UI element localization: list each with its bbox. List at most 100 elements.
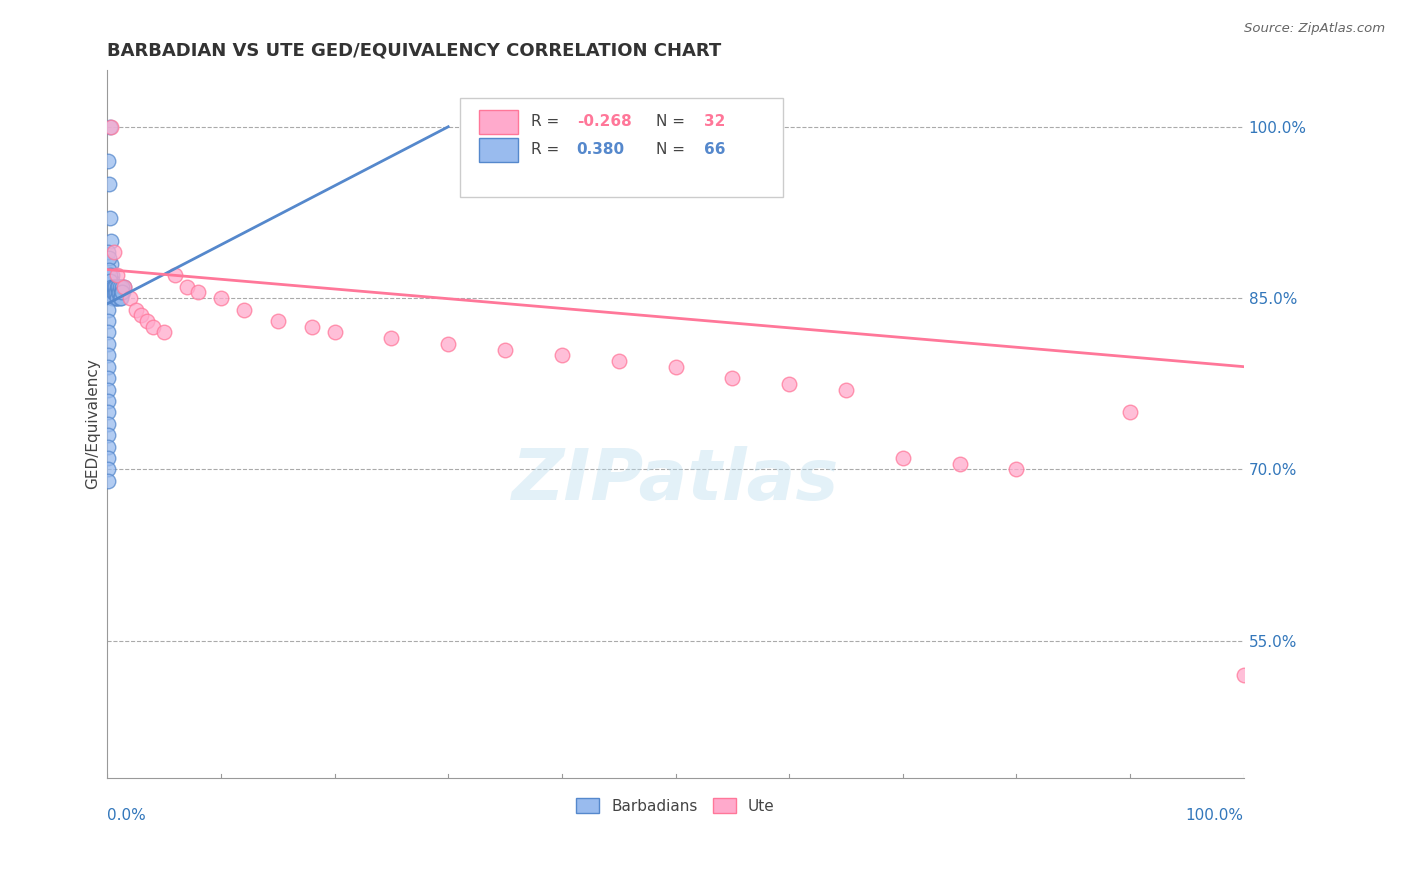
Point [97, 314, 120, 328]
Point [107, 285, 129, 300]
Point [101, 291, 124, 305]
Point [232, 302, 254, 317]
Point [97, 359, 120, 374]
Point [97, 177, 120, 191]
Point [97, 302, 120, 317]
Point [103, 285, 125, 300]
Point [153, 326, 176, 340]
Point [112, 285, 135, 300]
Point [98, 211, 121, 226]
Text: ZIPatlas: ZIPatlas [512, 446, 839, 515]
Point [136, 314, 159, 328]
Point [101, 279, 124, 293]
Point [107, 285, 129, 300]
Point [124, 302, 146, 317]
Point [778, 376, 800, 391]
Point [97, 462, 120, 476]
Point [107, 279, 129, 293]
Point [101, 268, 124, 283]
Point [104, 285, 127, 300]
Point [97, 348, 120, 362]
Point [110, 285, 132, 300]
Point [110, 285, 132, 300]
Text: 100.0%: 100.0% [1185, 808, 1244, 823]
Point [98, 268, 121, 283]
Point [108, 279, 131, 293]
Point [111, 279, 134, 293]
Point [100, 279, 122, 293]
Point [97, 251, 120, 265]
Point [301, 319, 323, 334]
Legend: Barbadians, Ute: Barbadians, Ute [569, 792, 780, 820]
Point [101, 279, 124, 293]
Point [165, 268, 187, 283]
Point [105, 285, 128, 300]
Point [97, 245, 120, 260]
Point [494, 343, 516, 357]
Point [105, 291, 128, 305]
Point [104, 291, 127, 305]
Point [104, 279, 127, 293]
Point [100, 257, 122, 271]
Point [131, 308, 153, 322]
Point [105, 279, 128, 293]
FancyBboxPatch shape [460, 98, 783, 197]
Point [108, 291, 131, 305]
Text: -0.268: -0.268 [576, 114, 631, 128]
Point [97, 371, 120, 385]
Text: R =: R = [531, 142, 564, 157]
Point [97, 154, 120, 169]
Text: 66: 66 [704, 142, 725, 157]
Point [108, 279, 131, 293]
Point [97, 405, 120, 419]
Point [104, 279, 127, 293]
Point [97, 326, 120, 340]
Point [1119, 405, 1142, 419]
Point [97, 440, 120, 454]
Point [100, 120, 122, 134]
Text: Source: ZipAtlas.com: Source: ZipAtlas.com [1244, 22, 1385, 36]
Point [101, 285, 124, 300]
Point [103, 245, 125, 260]
Point [105, 279, 128, 293]
Point [721, 371, 744, 385]
Point [108, 285, 131, 300]
Point [100, 234, 122, 248]
Point [891, 451, 914, 466]
Point [118, 291, 141, 305]
Point [98, 262, 121, 277]
Point [111, 279, 134, 293]
Point [105, 285, 128, 300]
Point [103, 285, 125, 300]
Y-axis label: GED/Equivalency: GED/Equivalency [86, 359, 100, 489]
Point [97, 474, 120, 488]
Text: N =: N = [657, 114, 690, 128]
FancyBboxPatch shape [479, 110, 517, 134]
Point [323, 326, 346, 340]
Point [97, 428, 120, 442]
Point [1233, 668, 1256, 682]
Point [111, 285, 134, 300]
Point [142, 319, 165, 334]
Point [100, 285, 122, 300]
Point [176, 279, 198, 293]
Point [97, 383, 120, 397]
Point [209, 291, 232, 305]
Point [187, 285, 209, 300]
FancyBboxPatch shape [479, 138, 517, 162]
Point [98, 120, 121, 134]
Point [97, 417, 120, 431]
Point [103, 279, 125, 293]
Point [107, 268, 129, 283]
Point [835, 383, 858, 397]
Point [101, 274, 124, 288]
Point [97, 393, 120, 408]
Point [949, 457, 972, 471]
Point [664, 359, 686, 374]
Point [100, 274, 122, 288]
Point [97, 336, 120, 351]
Point [267, 314, 290, 328]
Point [112, 279, 135, 293]
Point [107, 279, 129, 293]
Point [1005, 462, 1028, 476]
